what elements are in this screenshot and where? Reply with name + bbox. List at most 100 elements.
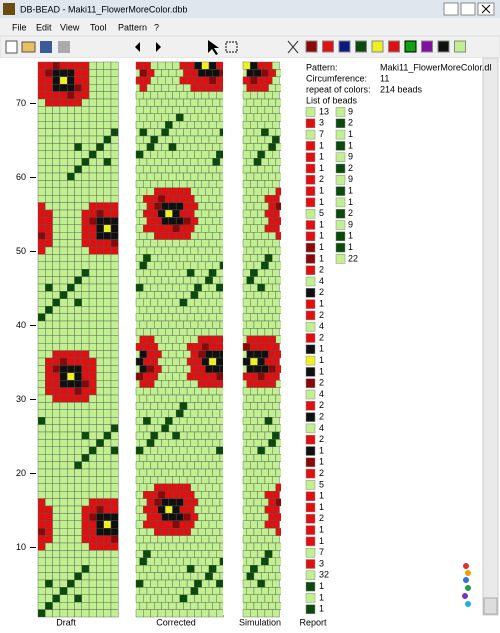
menu-item[interactable]: View bbox=[60, 22, 80, 32]
bead bbox=[103, 298, 112, 307]
bead bbox=[257, 313, 266, 322]
bead bbox=[81, 468, 90, 477]
bead bbox=[208, 194, 217, 203]
new[interactable] bbox=[5, 40, 18, 54]
clear[interactable] bbox=[287, 40, 299, 54]
bead bbox=[52, 224, 61, 233]
bead bbox=[272, 550, 280, 559]
bead bbox=[74, 313, 83, 322]
bead bbox=[157, 254, 166, 262]
bead bbox=[272, 402, 280, 410]
bead bbox=[161, 172, 170, 181]
palette-color[interactable] bbox=[305, 40, 318, 53]
bead bbox=[45, 579, 53, 588]
bead bbox=[201, 609, 210, 618]
bead bbox=[257, 135, 266, 144]
bead bbox=[253, 483, 262, 492]
bead bbox=[261, 498, 269, 507]
maximize[interactable] bbox=[460, 2, 476, 16]
menu-item[interactable]: ? bbox=[154, 22, 159, 32]
bead bbox=[268, 528, 277, 536]
bead bbox=[88, 483, 97, 492]
palette-color[interactable] bbox=[355, 40, 367, 53]
bead bbox=[37, 209, 46, 218]
bead bbox=[143, 298, 151, 307]
bead-count: 1 bbox=[348, 140, 353, 150]
menu-item[interactable]: Edit bbox=[36, 22, 52, 32]
minimize[interactable] bbox=[443, 2, 459, 16]
bead bbox=[81, 343, 90, 351]
bead bbox=[197, 394, 206, 403]
bead bbox=[66, 143, 75, 151]
palette-color[interactable] bbox=[437, 40, 450, 53]
bead bbox=[59, 572, 68, 581]
bead bbox=[45, 609, 53, 618]
bead-swatch bbox=[305, 446, 316, 456]
bead bbox=[103, 217, 112, 225]
next[interactable] bbox=[156, 42, 161, 52]
bead bbox=[96, 565, 104, 573]
bead bbox=[154, 202, 162, 211]
bead bbox=[81, 335, 90, 344]
menu-item[interactable]: Tool bbox=[90, 22, 107, 32]
bead bbox=[88, 128, 97, 137]
bead bbox=[88, 557, 97, 566]
bead bbox=[257, 343, 266, 351]
bead bbox=[157, 120, 166, 129]
bead bbox=[190, 439, 199, 447]
pointer[interactable] bbox=[208, 40, 219, 55]
bead bbox=[74, 246, 83, 255]
bead bbox=[242, 209, 251, 218]
bead bbox=[59, 306, 68, 314]
palette-color[interactable] bbox=[338, 40, 351, 53]
bead bbox=[146, 113, 155, 122]
bead bbox=[81, 394, 90, 403]
bead bbox=[179, 328, 188, 336]
palette-color[interactable] bbox=[404, 40, 417, 53]
palette-color[interactable] bbox=[371, 40, 384, 53]
bead bbox=[197, 128, 206, 137]
bead bbox=[45, 202, 53, 211]
bead bbox=[272, 343, 280, 351]
menu-item[interactable]: Pattern bbox=[118, 22, 147, 32]
bead bbox=[96, 135, 104, 144]
bead bbox=[268, 424, 277, 433]
bead bbox=[257, 165, 266, 174]
palette-color[interactable] bbox=[421, 40, 433, 53]
scroll-thumb[interactable] bbox=[483, 597, 498, 615]
scrollbar[interactable] bbox=[482, 57, 499, 616]
bead bbox=[52, 343, 61, 351]
bead bbox=[59, 594, 68, 603]
bead bbox=[264, 165, 273, 174]
close-icon bbox=[481, 4, 491, 14]
bead bbox=[45, 542, 53, 551]
bead bbox=[161, 365, 170, 373]
bead bbox=[186, 387, 195, 396]
bead bbox=[110, 409, 119, 418]
palette-color[interactable] bbox=[454, 40, 466, 53]
bead bbox=[74, 328, 83, 336]
bead bbox=[161, 335, 170, 344]
bead bbox=[52, 483, 61, 492]
open[interactable] bbox=[21, 41, 36, 53]
bead bbox=[45, 424, 53, 433]
menu-item[interactable]: File bbox=[12, 22, 27, 32]
bead bbox=[208, 283, 217, 292]
bead bbox=[253, 498, 262, 507]
bead-swatch bbox=[335, 141, 346, 151]
bead bbox=[157, 431, 166, 440]
bead bbox=[261, 557, 269, 566]
bead bbox=[66, 542, 75, 551]
prev[interactable] bbox=[135, 42, 140, 52]
bead bbox=[52, 283, 61, 292]
bead bbox=[264, 135, 273, 144]
bead bbox=[190, 320, 199, 329]
palette-color[interactable] bbox=[322, 40, 334, 53]
palette-color[interactable] bbox=[388, 40, 400, 53]
bead bbox=[179, 609, 188, 618]
print[interactable] bbox=[58, 41, 70, 53]
bead bbox=[190, 69, 199, 78]
select[interactable] bbox=[225, 41, 238, 53]
bead bbox=[66, 417, 75, 425]
save[interactable] bbox=[40, 41, 52, 53]
